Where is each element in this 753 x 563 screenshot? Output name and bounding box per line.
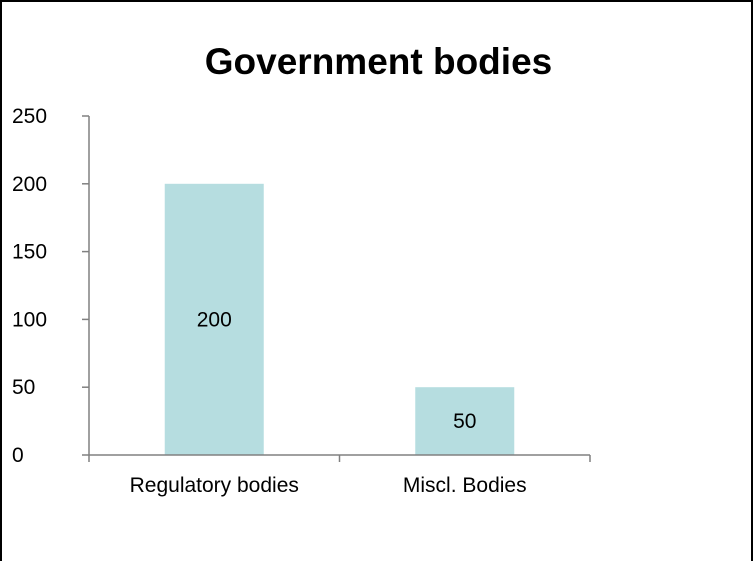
- x-tick-label: Miscl. Bodies: [403, 474, 527, 497]
- data-label: 200: [197, 308, 232, 331]
- y-tick-label: 250: [12, 105, 47, 128]
- chart-title: Government bodies: [204, 41, 553, 82]
- data-label: 50: [453, 410, 476, 433]
- y-tick-label: 100: [12, 308, 47, 331]
- y-tick-label: 50: [12, 376, 35, 399]
- y-tick-label: 0: [12, 444, 24, 467]
- bar-2: [415, 387, 515, 455]
- bar-1: [164, 183, 264, 456]
- y-tick-label: 150: [12, 241, 47, 264]
- x-tick-label: Regulatory bodies: [130, 474, 299, 497]
- y-tick-label: 200: [12, 173, 47, 196]
